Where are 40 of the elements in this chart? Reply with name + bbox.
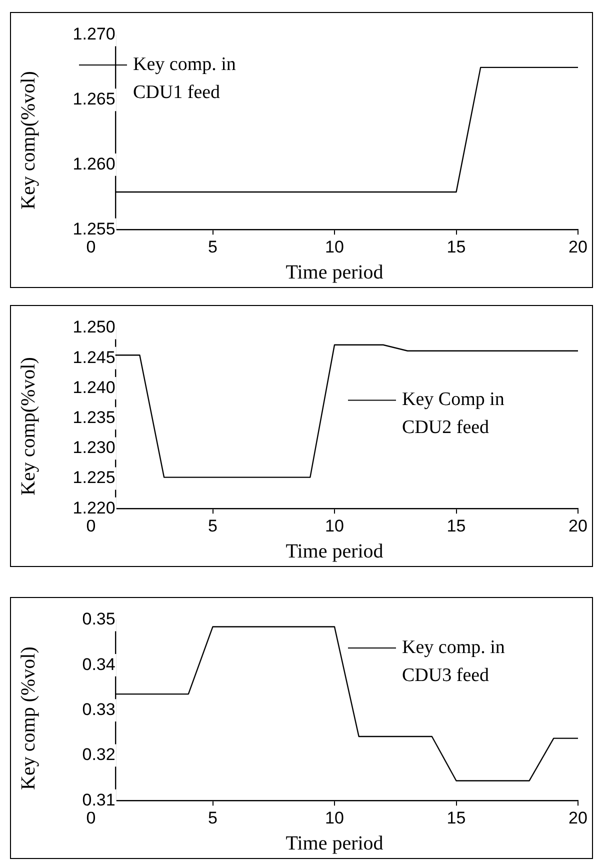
- y-axis-title: Key comp(%vol): [17, 357, 40, 496]
- y-tick-label: 1.245: [72, 348, 116, 367]
- y-tick-label: 1.240: [72, 378, 116, 397]
- y-tick-label: 1.265: [72, 90, 116, 109]
- legend-label: Key comp. in CDU3 feed: [402, 636, 506, 686]
- x-tick-label: 20: [568, 516, 588, 536]
- y-axis-title: Key comp(%vol): [17, 71, 40, 210]
- y-tick-label: 0.33: [82, 700, 116, 719]
- x-tick-label: 5: [208, 808, 218, 828]
- x-tick-label: 15: [446, 237, 466, 256]
- x-tick-label: 15: [446, 516, 466, 536]
- y-tick-label: 1.225: [72, 468, 116, 488]
- y-tick-label: 0.34: [82, 654, 116, 674]
- y-tick-label: 1.230: [72, 438, 116, 458]
- y-tick-label: 1.255: [72, 219, 116, 238]
- x-tick-label: 0: [86, 808, 96, 828]
- y-tick-label: 1.260: [72, 154, 116, 174]
- y-axis-title: Key comp (%vol): [17, 646, 40, 790]
- y-tick-label: 1.235: [72, 408, 116, 427]
- legend-label: Key Comp in CDU2 feed: [402, 389, 505, 438]
- x-tick-label: 0: [86, 516, 96, 536]
- x-tick-label: 5: [208, 237, 218, 256]
- x-tick-label: 20: [568, 808, 588, 828]
- x-axis-title: Time period: [286, 540, 384, 562]
- y-tick-label: 1.270: [72, 24, 116, 44]
- x-tick-label: 0: [86, 237, 96, 256]
- x-tick-label: 20: [568, 237, 588, 256]
- y-tick-label: 1.220: [72, 498, 116, 518]
- y-tick-label: 0.31: [82, 790, 116, 810]
- x-axis-title: Time period: [286, 832, 384, 854]
- y-tick-label: 0.32: [82, 745, 116, 764]
- x-tick-label: 10: [325, 808, 344, 828]
- y-tick-label: 0.35: [82, 610, 116, 629]
- y-tick-label: 1.250: [72, 318, 116, 337]
- x-tick-label: 10: [325, 516, 344, 536]
- x-axis-title: Time period: [286, 261, 384, 284]
- x-tick-label: 15: [446, 808, 466, 828]
- x-tick-label: 5: [208, 516, 218, 536]
- legend-label: Key comp. in CDU1 feed: [133, 54, 236, 103]
- x-tick-label: 10: [325, 237, 344, 256]
